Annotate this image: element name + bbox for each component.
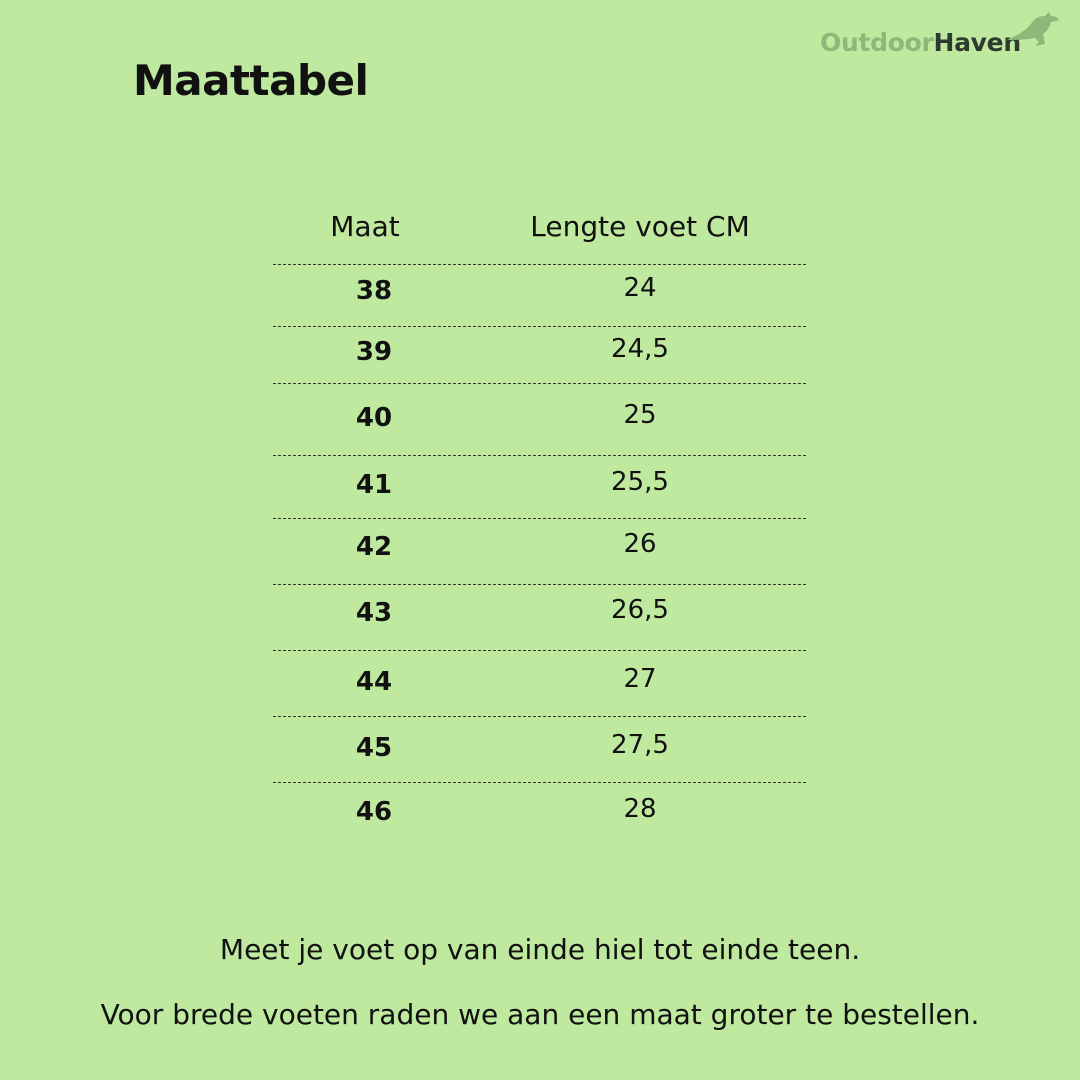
cell-lengte: 26 — [623, 529, 657, 559]
cell-maat: 43 — [355, 598, 393, 628]
row-divider — [273, 518, 806, 519]
cell-maat: 40 — [355, 403, 393, 433]
header-lengte: Lengte voet CM — [530, 210, 750, 243]
note-wide-feet: Voor brede voeten raden we aan een maat … — [100, 998, 980, 1031]
cell-maat: 38 — [355, 276, 393, 306]
kangaroo-icon — [1007, 12, 1059, 46]
logo-text-outdoor: Outdoor — [820, 28, 934, 57]
cell-lengte: 26,5 — [611, 595, 669, 625]
header-maat: Maat — [330, 210, 400, 243]
cell-maat: 46 — [355, 797, 393, 827]
cell-lengte: 25,5 — [611, 467, 669, 497]
cell-lengte: 24,5 — [611, 334, 669, 364]
cell-maat: 45 — [355, 733, 393, 763]
cell-lengte: 25 — [623, 400, 657, 430]
cell-maat: 42 — [355, 532, 393, 562]
page-title: Maattabel — [133, 56, 369, 105]
row-divider — [273, 782, 806, 783]
cell-lengte: 27,5 — [611, 730, 669, 760]
cell-lengte: 24 — [623, 273, 657, 303]
note-measure: Meet je voet op van einde hiel tot einde… — [219, 933, 861, 966]
cell-maat: 41 — [355, 470, 393, 500]
row-divider — [273, 716, 806, 717]
cell-lengte: 27 — [623, 664, 657, 694]
cell-lengte: 28 — [623, 794, 657, 824]
row-divider — [273, 383, 806, 384]
row-divider — [273, 584, 806, 585]
cell-maat: 44 — [355, 667, 393, 697]
row-divider — [273, 455, 806, 456]
brand-logo: OutdoorHaven — [820, 12, 1060, 60]
logo-text-haven: Haven — [933, 28, 1021, 57]
cell-maat: 39 — [355, 337, 393, 367]
row-divider — [273, 264, 806, 265]
row-divider — [273, 326, 806, 327]
row-divider — [273, 650, 806, 651]
